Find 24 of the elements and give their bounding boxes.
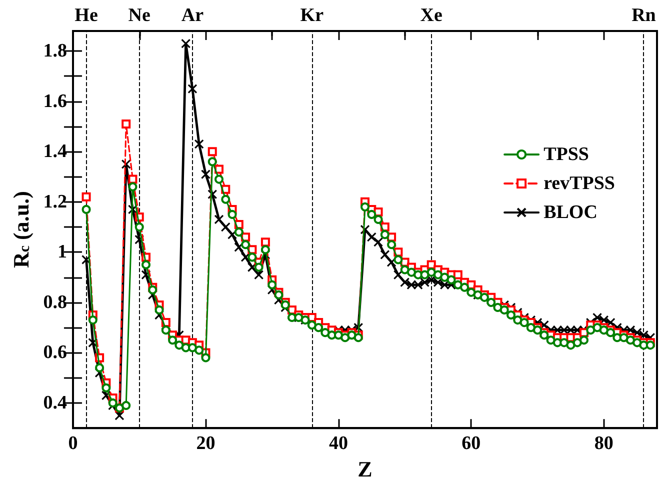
legend-label: TPSS <box>544 144 589 165</box>
y-tick-label: 1.2 <box>43 191 67 212</box>
ref-line-label: Kr <box>300 5 324 26</box>
x-tick-label: 0 <box>68 433 78 454</box>
y-tick-label: 1 <box>58 242 67 263</box>
ref-line-label: Ar <box>181 5 204 26</box>
ref-line-label: Rn <box>632 5 656 26</box>
x-axis-title: Z <box>358 456 372 482</box>
legend-label: BLOC <box>544 202 598 223</box>
y-tick-label: 0.8 <box>43 292 67 313</box>
ref-line-label: Ne <box>128 5 150 26</box>
x-tick-label: 80 <box>594 433 614 454</box>
y-tick-label: 1.4 <box>43 141 68 162</box>
x-tick-label: 40 <box>328 433 348 454</box>
x-tick-label: 20 <box>196 433 216 454</box>
y-tick-label: 0.6 <box>43 342 67 364</box>
ref-line-label: He <box>74 5 98 26</box>
y-axis-title: Rc (a.u.) <box>8 191 34 268</box>
y-tick-label: 0.4 <box>43 392 68 414</box>
legend-label: revTPSS <box>544 173 615 194</box>
x-tick-label: 60 <box>462 433 481 454</box>
ref-line-label: Xe <box>420 5 442 26</box>
y-tick-label: 1.6 <box>43 90 67 112</box>
y-tick-label: 1.8 <box>43 40 67 62</box>
